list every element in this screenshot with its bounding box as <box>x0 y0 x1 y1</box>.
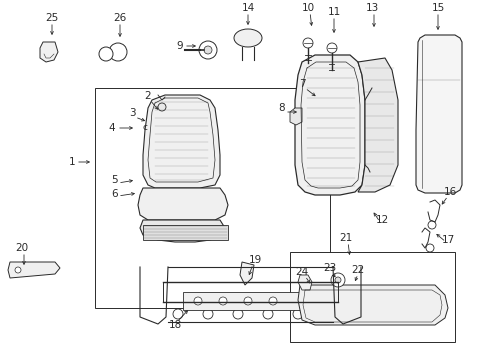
Circle shape <box>15 267 21 273</box>
Text: 9: 9 <box>176 41 183 51</box>
Circle shape <box>263 309 272 319</box>
Text: 7: 7 <box>298 79 305 89</box>
Circle shape <box>173 309 183 319</box>
Text: 5: 5 <box>111 175 118 185</box>
Circle shape <box>232 309 243 319</box>
Text: 17: 17 <box>441 235 454 245</box>
Text: 14: 14 <box>241 3 254 13</box>
Polygon shape <box>138 188 227 220</box>
Polygon shape <box>415 35 461 193</box>
Polygon shape <box>142 225 227 240</box>
Circle shape <box>326 43 336 53</box>
Circle shape <box>334 277 340 283</box>
Text: 19: 19 <box>248 255 261 265</box>
Ellipse shape <box>234 29 262 47</box>
Text: 4: 4 <box>108 123 115 133</box>
Circle shape <box>158 103 165 111</box>
Bar <box>289 252 454 342</box>
Polygon shape <box>8 262 60 278</box>
Text: 8: 8 <box>278 103 285 113</box>
Text: 22: 22 <box>351 265 364 275</box>
Polygon shape <box>140 220 224 242</box>
Circle shape <box>268 297 276 305</box>
Text: 13: 13 <box>365 3 378 13</box>
Circle shape <box>330 273 345 287</box>
Polygon shape <box>357 58 397 192</box>
Circle shape <box>323 309 332 319</box>
Text: 18: 18 <box>168 320 181 330</box>
Text: 12: 12 <box>375 215 388 225</box>
Text: 2: 2 <box>144 91 151 101</box>
Text: 3: 3 <box>128 108 135 118</box>
Text: 11: 11 <box>326 7 340 17</box>
Text: 1: 1 <box>68 157 75 167</box>
Circle shape <box>203 309 213 319</box>
Text: 10: 10 <box>301 3 314 13</box>
Text: 6: 6 <box>111 189 118 199</box>
Circle shape <box>427 221 435 229</box>
Polygon shape <box>294 55 364 195</box>
Text: 26: 26 <box>113 13 126 23</box>
Text: 20: 20 <box>16 243 28 253</box>
Circle shape <box>219 297 226 305</box>
Circle shape <box>425 244 433 252</box>
Text: 16: 16 <box>443 187 456 197</box>
Circle shape <box>244 297 251 305</box>
Text: 21: 21 <box>339 233 352 243</box>
Polygon shape <box>40 42 58 62</box>
Polygon shape <box>297 275 311 290</box>
Text: 24: 24 <box>295 267 308 277</box>
Circle shape <box>99 47 113 61</box>
Circle shape <box>203 46 212 54</box>
Polygon shape <box>289 108 302 125</box>
Polygon shape <box>297 285 447 325</box>
Circle shape <box>292 309 303 319</box>
Text: 23: 23 <box>323 263 336 273</box>
Text: c: c <box>142 123 147 132</box>
Text: 25: 25 <box>45 13 59 23</box>
Polygon shape <box>240 262 253 285</box>
Polygon shape <box>142 95 220 188</box>
Circle shape <box>194 297 202 305</box>
Circle shape <box>109 43 127 61</box>
Circle shape <box>303 38 312 48</box>
Text: 15: 15 <box>430 3 444 13</box>
Bar <box>95 88 329 308</box>
Circle shape <box>199 41 217 59</box>
Bar <box>183 292 303 310</box>
